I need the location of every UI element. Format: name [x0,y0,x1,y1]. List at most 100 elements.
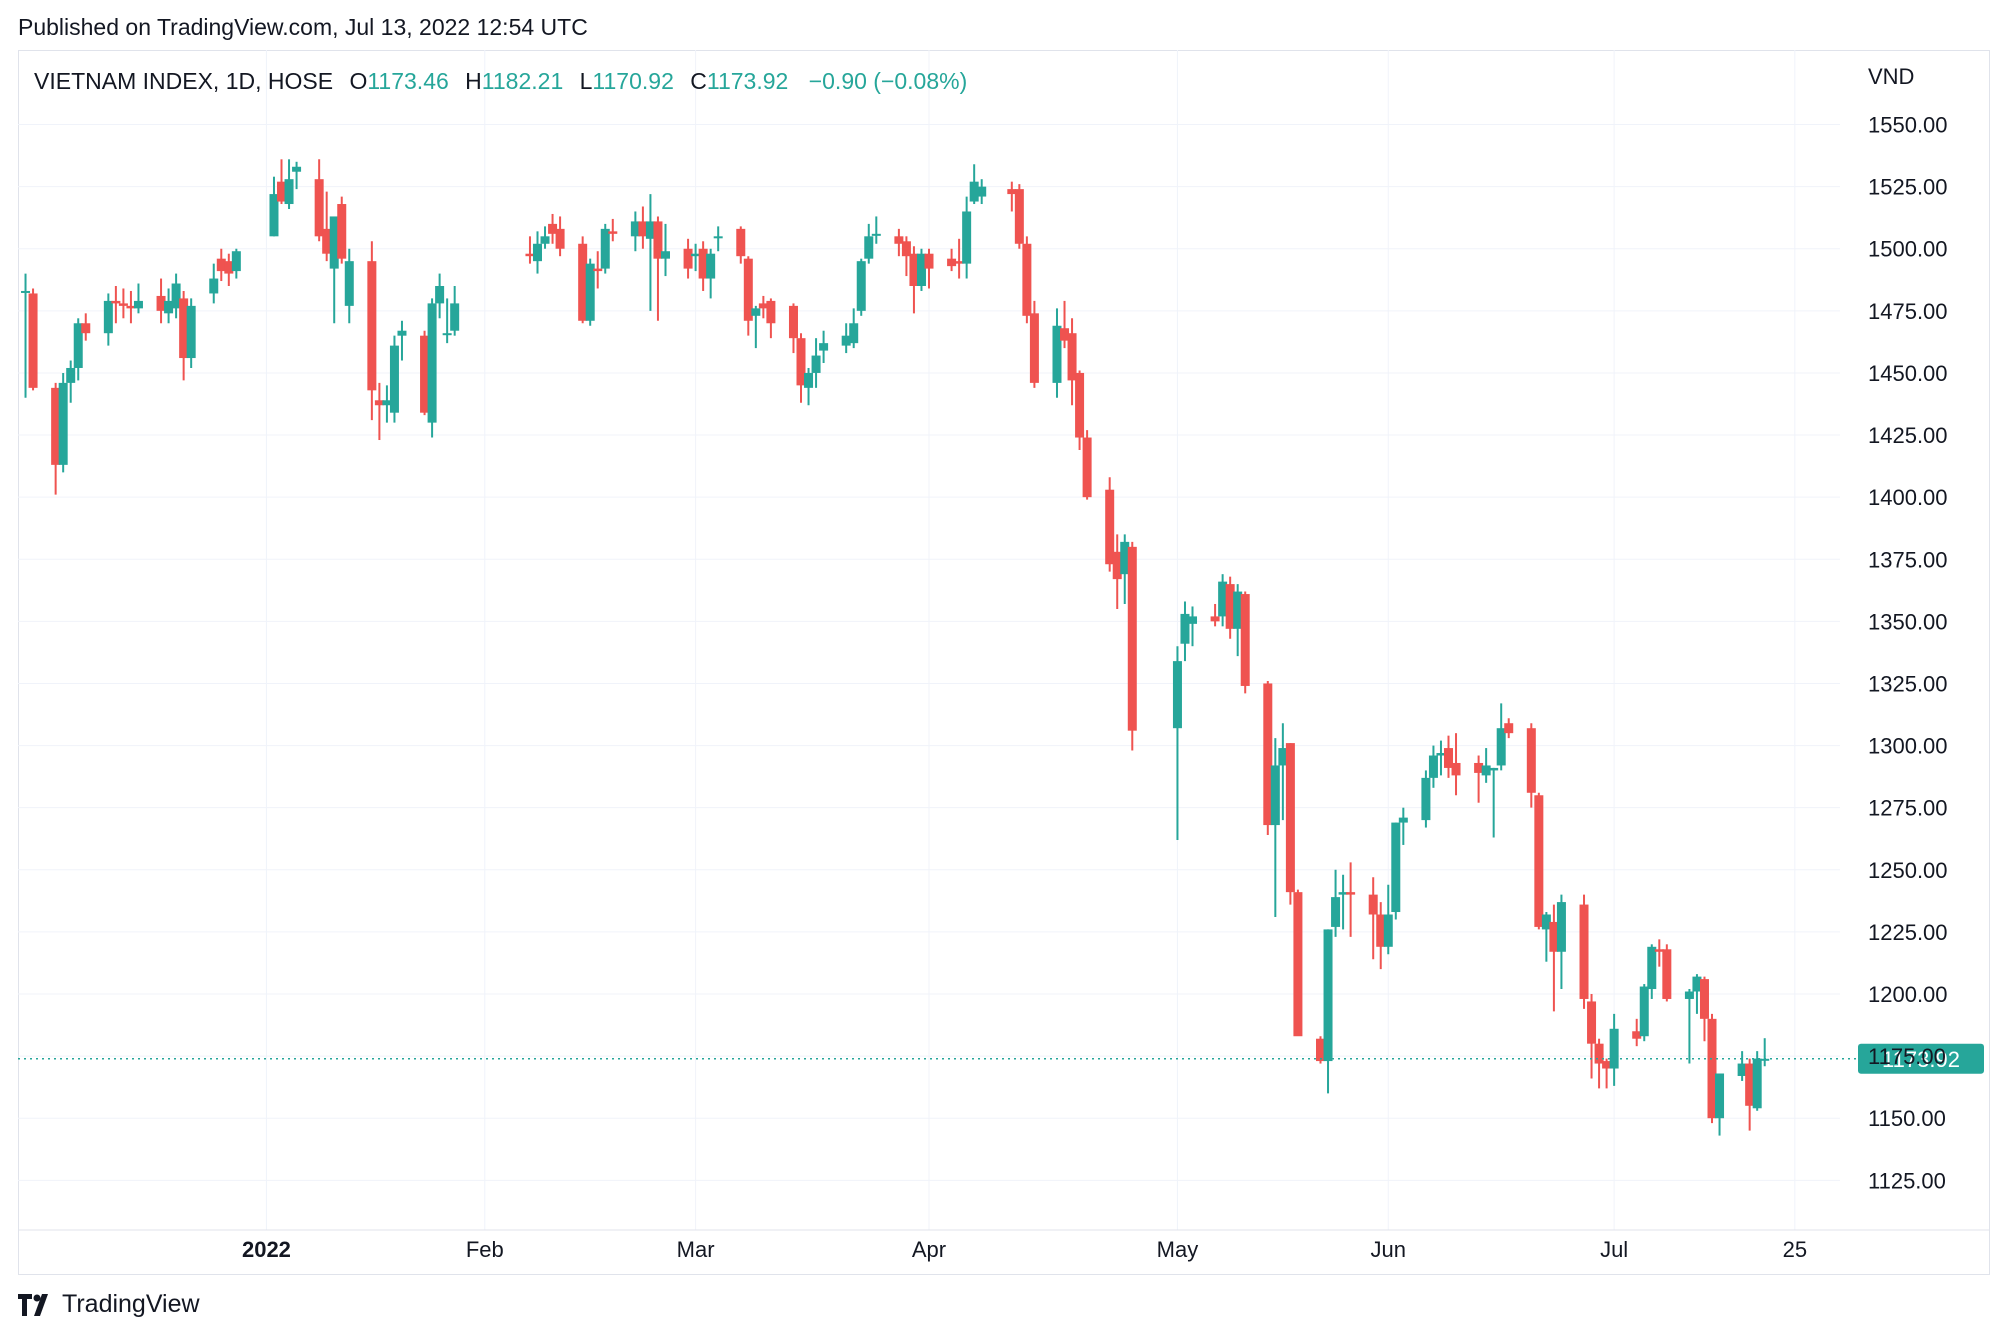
candle-up [532,231,542,274]
candle-up [871,216,881,244]
candle-body [179,298,189,359]
candle-body [1526,728,1536,793]
candle-body [540,236,550,244]
candle-body [1316,1038,1326,1062]
candle-up [1391,822,1401,920]
candle-up [660,223,670,277]
candle-down [179,290,189,381]
tradingview-logo-icon [18,1293,48,1316]
candle-down [1285,743,1295,905]
candle-down [224,253,234,286]
price-tick-label: 1200.00 [1868,982,1948,1007]
candle-down [901,236,911,277]
candle-up [1481,748,1491,783]
candle-body [856,261,866,311]
candle-down [1707,1013,1717,1124]
candle-body [555,228,565,249]
candle-down [593,251,603,289]
candle-up [1180,601,1190,662]
candle-up [1556,894,1566,990]
candle-body [1263,683,1273,826]
candle-body [111,300,121,304]
open-value: 1173.46 [367,68,449,94]
currency-label: VND [1868,64,1914,89]
candle-body [1481,765,1491,776]
candle-body [1556,902,1566,952]
candle-up [1489,767,1499,838]
candle-down [638,206,648,249]
candle-down [698,241,708,291]
candle-body [1368,894,1378,915]
candle-body [1112,551,1122,580]
candle-down [1293,889,1303,1037]
candle-down [1346,862,1356,937]
candle-body [1421,777,1431,821]
candle-up [864,223,874,264]
candle-down [555,216,565,257]
candle-up [1692,974,1702,1014]
candle-up [164,288,174,324]
candle-down [1368,877,1378,960]
candle-body [284,179,294,205]
candle-body [1707,1018,1717,1119]
candle-down [1007,181,1017,212]
candle-down [51,382,61,495]
candle-body [638,221,648,237]
candle-up [1541,912,1551,962]
candle-body [969,181,979,202]
candle-down [1699,976,1709,1042]
candle-down [1549,904,1559,1012]
time-tick-label: 2022 [242,1237,291,1262]
candle-down [578,236,588,324]
candle-up [73,318,83,381]
candle-body [871,233,881,236]
candle-body [314,179,324,237]
candle-body [389,345,399,413]
candle-body [1436,753,1446,756]
price-tick-label: 1125.00 [1868,1168,1946,1193]
change-value: −0.90 (−0.08%) [808,68,968,94]
candle-up [849,308,859,349]
candle-down [1029,300,1039,388]
candle-up [977,179,987,205]
candle-down [1022,236,1032,324]
candle-up [1737,1051,1747,1081]
candle-body [1376,914,1386,947]
candle-down [1127,541,1137,751]
price-tick-label: 1425.00 [1868,423,1948,448]
time-tick-label: Feb [466,1237,504,1262]
candle-down [758,295,768,319]
candle-up [1052,308,1062,398]
candle-down [608,218,618,242]
candle-down [1082,430,1092,500]
candle-body [1745,1063,1755,1106]
candle-body [73,323,83,368]
candle-down [954,238,964,279]
candle-up [389,335,399,423]
candle-down [1654,939,1664,967]
symbol-legend: VIETNAM INDEX, 1D, HOSE O1173.46 H1182.2… [34,68,967,95]
candle-body [653,221,663,259]
candle-body [66,367,76,383]
candle-body [600,228,610,269]
candle-up [1188,606,1198,647]
candle-up [329,216,339,324]
candle-down [1451,733,1461,796]
candle-down [1587,994,1597,1079]
high-value: 1182.21 [481,68,564,94]
candle-body [691,253,701,257]
price-tick-label: 1550.00 [1868,113,1948,138]
tradingview-brand[interactable]: TradingView [18,1290,200,1319]
candle-body [1338,892,1348,895]
price-tick-label: 1250.00 [1868,858,1948,883]
brand-name: TradingView [62,1290,200,1318]
candle-up [540,226,550,249]
price-tick-label: 1350.00 [1868,609,1948,634]
published-caption: Published on TradingView.com, Jul 13, 20… [18,14,588,40]
candle-down [743,256,753,336]
candle-body [1022,243,1032,316]
candle-body [292,166,302,172]
time-tick-label: Apr [912,1237,946,1262]
candle-down [947,248,957,272]
